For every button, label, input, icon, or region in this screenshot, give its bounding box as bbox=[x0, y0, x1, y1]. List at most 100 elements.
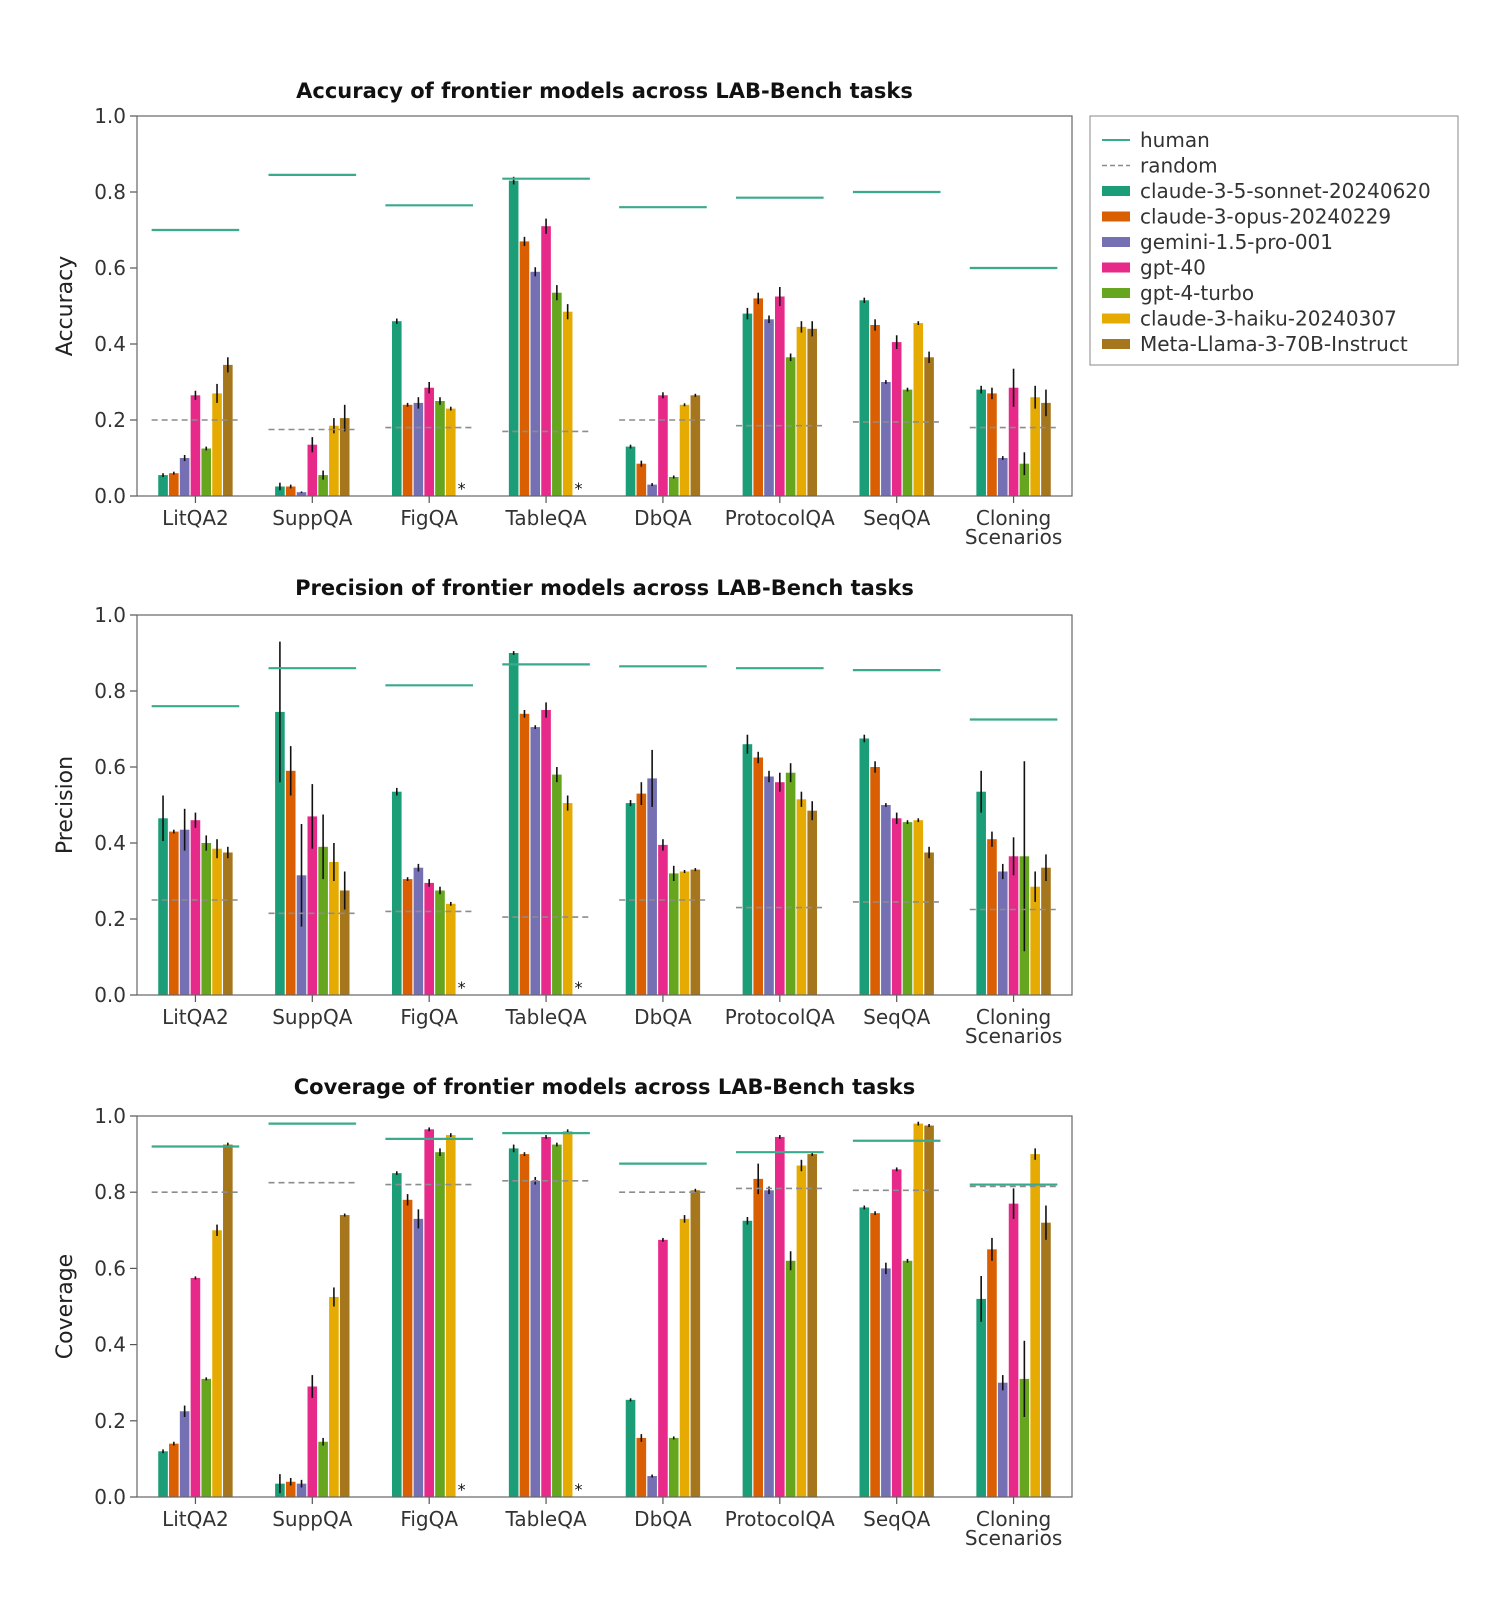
x-tick-label: FigQA bbox=[400, 1507, 458, 1531]
bar-gpt-40 bbox=[891, 818, 902, 995]
bar-gpt-40 bbox=[658, 395, 668, 496]
legend: humanrandomclaude-3-5-sonnet-20240620cla… bbox=[1089, 115, 1459, 366]
bar-meta-llama-3-70b-instruct bbox=[690, 395, 701, 496]
bar-claude-3-haiku-20240307 bbox=[679, 1218, 690, 1497]
y-tick-label: 0.4 bbox=[94, 831, 126, 855]
plot-frame bbox=[136, 115, 1073, 497]
legend-label: random bbox=[1140, 154, 1218, 178]
bar-gpt-40 bbox=[541, 710, 551, 995]
bar-gemini-1-5-pro-001 bbox=[296, 875, 307, 995]
x-tick-label-line: Cloning bbox=[976, 1507, 1051, 1531]
missing-value-marker: * bbox=[574, 978, 582, 997]
bar-gpt-4-turbo bbox=[435, 1152, 445, 1497]
bar-claude-3-opus-20240229 bbox=[519, 1154, 530, 1497]
bar-gpt-4-turbo bbox=[552, 774, 562, 995]
legend-label: gpt-4-turbo bbox=[1140, 281, 1254, 305]
x-tick-label: Cloning Scenarios bbox=[965, 1507, 1062, 1550]
y-tick-label: 0.6 bbox=[94, 1256, 126, 1280]
bar-claude-3-5-sonnet-20240620 bbox=[742, 744, 753, 995]
bar-claude-3-5-sonnet-20240620 bbox=[158, 1451, 168, 1497]
bar-gemini-1-5-pro-001 bbox=[530, 1180, 541, 1497]
bar-claude-3-5-sonnet-20240620 bbox=[976, 1298, 986, 1497]
x-tick-label: SuppQA bbox=[272, 1507, 353, 1531]
bar-claude-3-opus-20240229 bbox=[285, 770, 296, 995]
legend-label: claude-3-haiku-20240307 bbox=[1140, 307, 1397, 331]
bar-claude-3-haiku-20240307 bbox=[1030, 397, 1040, 496]
bar-gpt-40 bbox=[190, 1277, 201, 1497]
legend-label: gpt-40 bbox=[1140, 256, 1206, 280]
bar-gpt-40 bbox=[1008, 387, 1019, 496]
bar-gpt-40 bbox=[541, 1136, 551, 1497]
bar-meta-llama-3-70b-instruct bbox=[1041, 867, 1051, 995]
bar-gemini-1-5-pro-001 bbox=[179, 458, 190, 496]
y-axis-label: Precision bbox=[53, 756, 78, 854]
bar-claude-3-haiku-20240307 bbox=[1030, 1154, 1040, 1497]
x-tick-label: Cloning Scenarios bbox=[965, 506, 1062, 549]
y-tick-label: 1.0 bbox=[94, 1104, 126, 1128]
bar-gemini-1-5-pro-001 bbox=[530, 727, 541, 995]
bar-claude-3-haiku-20240307 bbox=[445, 1135, 456, 1497]
bar-gpt-4-turbo bbox=[668, 1437, 679, 1497]
bar-claude-3-opus-20240229 bbox=[987, 839, 997, 995]
bar-claude-3-opus-20240229 bbox=[169, 1443, 179, 1497]
bar-claude-3-5-sonnet-20240620 bbox=[976, 389, 986, 496]
bar-gemini-1-5-pro-001 bbox=[764, 319, 774, 496]
bar-claude-3-opus-20240229 bbox=[169, 831, 179, 995]
bar-gemini-1-5-pro-001 bbox=[881, 382, 891, 496]
bar-gpt-4-turbo bbox=[435, 401, 445, 496]
legend-label: Meta-Llama-3-70B-Instruct bbox=[1140, 332, 1408, 356]
bar-gpt-4-turbo bbox=[552, 292, 562, 496]
bar-claude-3-opus-20240229 bbox=[753, 1178, 764, 1497]
bar-claude-3-5-sonnet-20240620 bbox=[859, 738, 870, 995]
bar-claude-3-opus-20240229 bbox=[987, 1249, 997, 1497]
y-axis-label: Accuracy bbox=[53, 256, 78, 356]
x-tick-label: LitQA2 bbox=[162, 506, 229, 530]
bar-claude-3-haiku-20240307 bbox=[796, 799, 807, 995]
bar-claude-3-opus-20240229 bbox=[519, 713, 530, 995]
bar-claude-3-haiku-20240307 bbox=[212, 848, 222, 995]
bar-claude-3-opus-20240229 bbox=[987, 393, 997, 496]
bar-gpt-40 bbox=[658, 1239, 668, 1497]
bar-claude-3-haiku-20240307 bbox=[562, 311, 573, 496]
x-tick-label: SeqQA bbox=[863, 1507, 930, 1531]
bar-claude-3-opus-20240229 bbox=[753, 298, 764, 496]
bar-claude-3-opus-20240229 bbox=[169, 473, 179, 496]
x-tick-label-line: Scenarios bbox=[965, 1526, 1062, 1550]
bar-claude-3-5-sonnet-20240620 bbox=[625, 803, 636, 995]
bar-claude-3-opus-20240229 bbox=[285, 1481, 296, 1497]
x-tick-label: SeqQA bbox=[863, 1005, 930, 1029]
legend-label: claude-3-opus-20240229 bbox=[1140, 205, 1391, 229]
bar-gpt-4-turbo bbox=[1019, 463, 1030, 496]
bar-claude-3-haiku-20240307 bbox=[913, 323, 924, 496]
y-tick-label: 0.2 bbox=[94, 408, 126, 432]
bar-gpt-4-turbo bbox=[318, 475, 328, 496]
bar-claude-3-opus-20240229 bbox=[285, 486, 296, 496]
bar-claude-3-opus-20240229 bbox=[402, 879, 413, 995]
bar-gpt-40 bbox=[775, 1136, 785, 1497]
bar-meta-llama-3-70b-instruct bbox=[223, 1144, 233, 1497]
bar-gpt-4-turbo bbox=[668, 477, 679, 496]
bar-claude-3-5-sonnet-20240620 bbox=[625, 446, 636, 496]
bar-gpt-4-turbo bbox=[902, 389, 913, 496]
bar-claude-3-5-sonnet-20240620 bbox=[625, 1399, 636, 1497]
bar-claude-3-haiku-20240307 bbox=[913, 820, 924, 995]
bar-meta-llama-3-70b-instruct bbox=[807, 328, 818, 496]
y-tick-label: 0.0 bbox=[94, 1485, 126, 1509]
bar-gpt-40 bbox=[1008, 1203, 1019, 1497]
bar-claude-3-5-sonnet-20240620 bbox=[742, 313, 753, 496]
coverage-chart: Coverage of frontier models across LAB-B… bbox=[53, 1075, 1073, 1550]
bar-meta-llama-3-70b-instruct bbox=[690, 869, 701, 995]
bar-gpt-4-turbo bbox=[1019, 1378, 1030, 1497]
bar-meta-llama-3-70b-instruct bbox=[924, 357, 934, 496]
bar-claude-3-haiku-20240307 bbox=[562, 803, 573, 995]
bar-gpt-4-turbo bbox=[201, 448, 212, 496]
legend-swatch bbox=[1102, 237, 1130, 247]
bar-claude-3-opus-20240229 bbox=[870, 767, 880, 995]
missing-value-marker: * bbox=[458, 978, 466, 997]
bar-claude-3-haiku-20240307 bbox=[212, 1230, 222, 1497]
bar-gemini-1-5-pro-001 bbox=[881, 1268, 891, 1497]
x-tick-label-line: Cloning bbox=[976, 506, 1051, 530]
bar-gpt-4-turbo bbox=[552, 1144, 562, 1497]
bar-claude-3-haiku-20240307 bbox=[445, 903, 456, 995]
